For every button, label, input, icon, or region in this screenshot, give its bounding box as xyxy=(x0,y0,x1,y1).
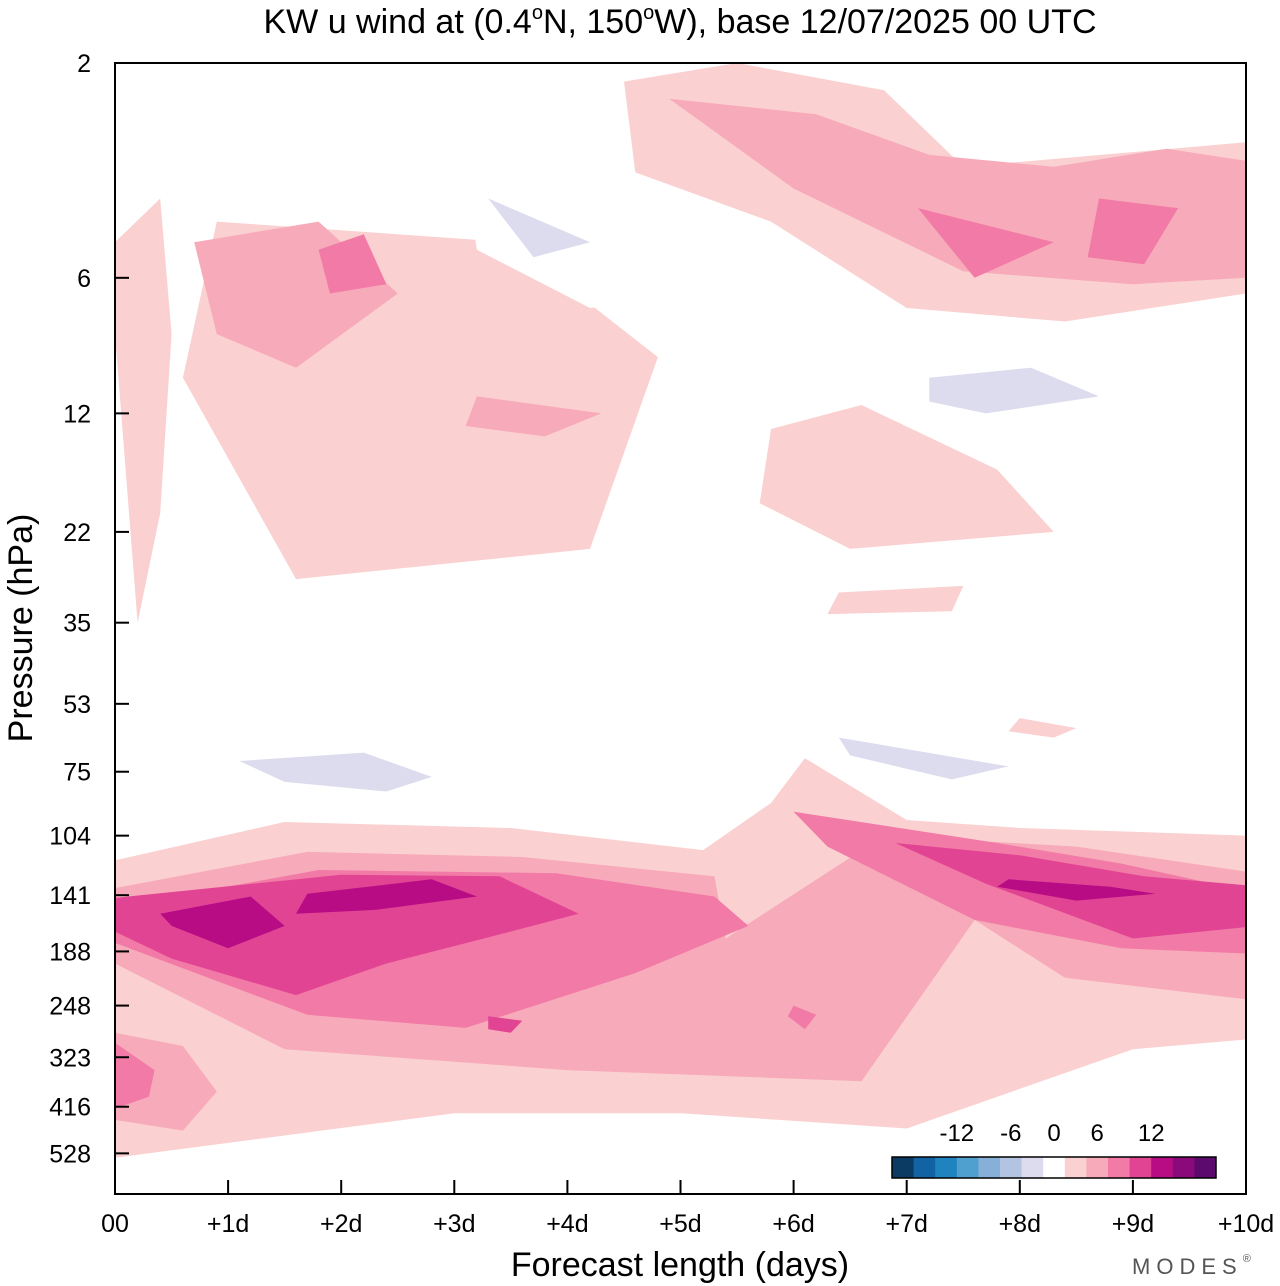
x-tick-label: 00 xyxy=(101,1210,129,1238)
y-tick-label: 35 xyxy=(63,610,91,638)
colorbar-swatch xyxy=(1086,1157,1109,1178)
y-tick-label: 248 xyxy=(49,993,91,1021)
colorbar-tick-label: 6 xyxy=(1091,1120,1104,1147)
colorbar-swatch xyxy=(1043,1157,1066,1178)
colorbar-swatch xyxy=(1021,1157,1044,1178)
x-tick-label: +7d xyxy=(885,1210,927,1238)
contour-region-8 xyxy=(1087,198,1179,265)
x-tick-label: +5d xyxy=(659,1210,701,1238)
colorbar-swatch xyxy=(935,1157,958,1178)
x-tick-label: +4d xyxy=(546,1210,588,1238)
y-axis-label: Pressure (hPa) xyxy=(2,514,40,743)
contour-region-31 xyxy=(488,1016,523,1033)
brand-mark: ® xyxy=(1243,1253,1257,1265)
y-tick-label: 2 xyxy=(77,50,91,78)
colorbar-swatch xyxy=(1000,1157,1023,1178)
contour-region-0 xyxy=(115,198,172,623)
title-prefix: KW u wind at (0.4 xyxy=(263,3,531,41)
title-degree-1: o xyxy=(532,2,543,24)
contour-region-10 xyxy=(827,585,964,615)
colorbar-tick-label: 12 xyxy=(1138,1120,1165,1147)
y-tick-label: 12 xyxy=(63,400,91,428)
colorbar-swatch xyxy=(1151,1157,1174,1178)
brand-text: MODES xyxy=(1132,1254,1243,1279)
x-tick-label: +6d xyxy=(772,1210,814,1238)
colorbar-swatch xyxy=(1108,1157,1131,1178)
x-axis: 00 +1d +2d +3d +4d +5d +6d +7d +8d +9d +10d xyxy=(101,1180,1274,1238)
contour-region-28 xyxy=(997,879,1156,901)
contour-region-27 xyxy=(296,879,477,914)
title-degree-2: o xyxy=(643,2,654,24)
contour-region-34 xyxy=(1008,718,1077,738)
contour-field xyxy=(115,63,1246,1194)
colorbar-legend: -12 -6 0 6 12 xyxy=(891,1120,1217,1179)
y-tick-label: 323 xyxy=(49,1044,91,1072)
contour-region-4 xyxy=(465,396,602,437)
contour-region-26 xyxy=(160,896,285,949)
contour-region-9 xyxy=(759,405,1054,549)
contour-region-12 xyxy=(465,177,738,308)
contour-region-32 xyxy=(787,1005,817,1030)
contour-region-7 xyxy=(918,208,1054,278)
chart-title: KW u wind at (0.4oN, 150oW), base 12/07/… xyxy=(263,2,1096,41)
colorbar-swatch xyxy=(892,1157,915,1178)
y-tick-label: 416 xyxy=(49,1094,91,1122)
x-tick-label: +2d xyxy=(320,1210,362,1238)
y-tick-label: 141 xyxy=(49,882,91,910)
contour-region-3 xyxy=(318,234,387,294)
colorbar-frame xyxy=(891,1156,1217,1179)
contour-region-33 xyxy=(284,1170,738,1194)
x-tick-label: +8d xyxy=(999,1210,1041,1238)
x-axis-label: Forecast length (days) xyxy=(511,1246,849,1284)
plot-frame xyxy=(114,62,1247,1195)
colorbar-tick-label: -12 xyxy=(939,1120,974,1147)
title-mid: N, 150 xyxy=(543,3,643,41)
y-tick-label: 6 xyxy=(77,265,91,293)
colorbar-swatch xyxy=(1129,1157,1152,1178)
colorbar-swatch xyxy=(1194,1157,1217,1178)
x-tick-label: +9d xyxy=(1112,1210,1154,1238)
y-axis: 2 6 12 22 35 53 75 104 141 188 248 323 416 528 xyxy=(49,50,129,1168)
colorbar-swatch xyxy=(978,1157,1001,1178)
contour-region-15 xyxy=(929,367,1099,414)
brand-logo: MODES® xyxy=(1132,1253,1257,1279)
colorbar-swatch xyxy=(956,1157,979,1178)
y-tick-label: 53 xyxy=(63,691,91,719)
y-tick-label: 104 xyxy=(49,823,91,851)
colorbar-tick-label: 0 xyxy=(1047,1120,1060,1147)
colorbar-tick-label: -6 xyxy=(1000,1120,1021,1147)
colorbar-swatch xyxy=(1172,1157,1195,1178)
contour-region-17 xyxy=(239,752,432,792)
colorbar-swatch xyxy=(1064,1157,1087,1178)
y-tick-label: 22 xyxy=(63,519,91,547)
y-tick-label: 75 xyxy=(63,759,91,787)
contour-region-19 xyxy=(838,737,1009,780)
contour-region-29 xyxy=(115,1032,217,1131)
x-tick-label: +3d xyxy=(433,1210,475,1238)
contour-region-11 xyxy=(262,63,602,178)
title-suffix: W), base 12/07/2025 00 UTC xyxy=(654,3,1096,41)
y-tick-label: 528 xyxy=(49,1140,91,1168)
contour-region-13 xyxy=(488,198,590,258)
x-tick-label: +1d xyxy=(207,1210,249,1238)
contour-region-30 xyxy=(115,1042,155,1109)
colorbar-swatch xyxy=(913,1157,936,1178)
x-tick-label: +10d xyxy=(1218,1210,1274,1238)
y-tick-label: 188 xyxy=(49,938,91,966)
